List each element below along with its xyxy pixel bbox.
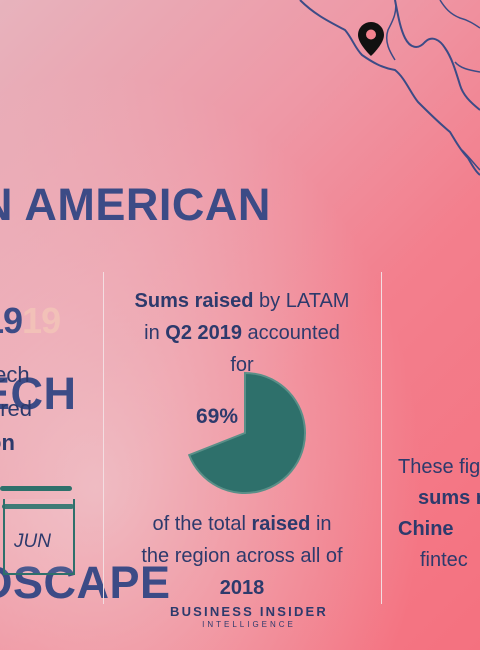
brand-sub: INTELLIGENCE [202,620,296,629]
right-line-2: sums r [418,487,480,509]
pie-chart [187,371,306,494]
mid-top-rest-1: by LATAM [253,290,350,312]
mid-top-bold-1: Sums raised [134,290,254,312]
mid-bottom-line1-rest: in [310,513,332,535]
calendar-month: JUN [14,531,51,552]
title-line-1: N AMERICAN [0,179,271,230]
calendar-top-bar [0,486,72,491]
page-title: N AMERICAN ECH DSCAPE [0,47,330,650]
title-line-2: ECH [0,368,77,419]
mid-top-line2-prefix: in [144,322,166,344]
middle-top-text: Sums raised by LATAM in Q2 2019 accounte… [104,285,380,381]
mid-top-line-3: for [230,354,254,376]
left-text-line-2: ured [0,396,33,421]
column-divider-right [381,272,382,604]
mid-top-line2-rest: accounted [242,322,340,344]
left-year-faded: 19 [22,300,61,341]
brand-logo: BUSINESS INSIDER INTELLIGENCE [104,604,394,629]
pie-slice [187,371,306,494]
middle-bottom-text: of the total raised in the region across… [104,508,380,604]
left-description: tech ured on [0,358,90,460]
right-line-4: fintec [420,549,468,571]
mid-bottom-line1-bold: raised [251,513,311,535]
left-text-line-3: on [0,430,15,455]
brand-name: BUSINESS INSIDER [169,604,328,619]
left-year: 1919 [0,300,61,342]
mid-bottom-line-2: the region across all of [141,545,343,567]
mid-top-line2-bold: Q2 2019 [165,322,242,344]
title-line-3: DSCAPE [0,557,171,608]
left-text-line-1: tech [0,362,30,387]
pie-percent-label: 69% [196,405,239,428]
left-year-prefix: 19 [0,300,23,341]
right-line-3: Chine [398,518,454,540]
column-divider-left [103,272,104,604]
calendar-icon [3,499,75,575]
location-pin-icon [358,22,384,56]
right-line-1: These fig [398,456,480,478]
right-description: These fig sums r Chine fintec [398,452,480,576]
mid-bottom-line1-prefix: of the total [152,513,252,535]
calendar-header-bar [2,504,74,509]
mid-bottom-line-3: 2018 [219,577,265,599]
